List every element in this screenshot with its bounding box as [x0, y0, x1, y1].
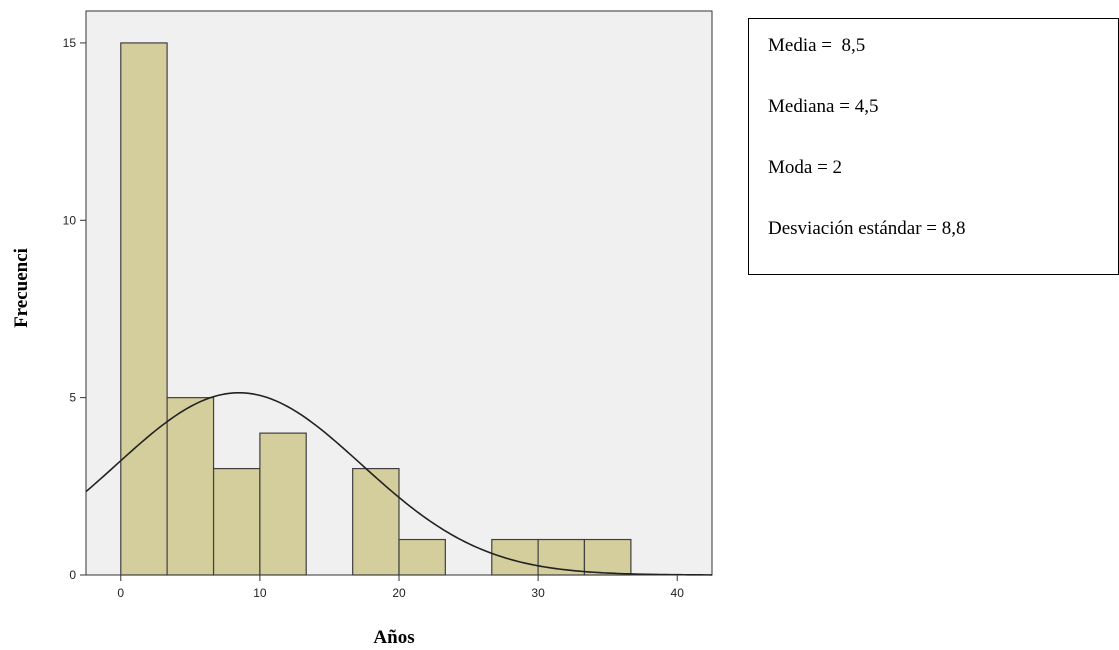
y-tick-label: 15 — [63, 36, 77, 50]
x-tick-label: 20 — [392, 586, 406, 600]
x-tick-label: 30 — [531, 586, 545, 600]
histogram-bar — [120, 42, 168, 576]
stat-median: Mediana = 4,5 — [768, 96, 879, 117]
x-tick-label: 10 — [253, 586, 267, 600]
axes-layer: 0 10 20 30 40 0 5 10 15 — [63, 36, 685, 600]
x-tick-label: 40 — [671, 586, 685, 600]
normal-curve — [85, 391, 713, 576]
stat-std-dev: Desviación estándar = 8,8 — [768, 218, 966, 239]
histogram-bar — [212, 467, 261, 576]
y-tick-label: 0 — [69, 568, 76, 582]
histogram-bar — [491, 538, 539, 576]
histogram-bar — [352, 467, 400, 576]
y-tick-label: 10 — [63, 213, 77, 227]
histogram-bar — [166, 397, 215, 576]
x-axis-title: Años — [373, 627, 414, 648]
bars-layer — [120, 42, 632, 576]
y-tick-label: 5 — [69, 391, 76, 405]
histogram-bar — [259, 432, 307, 576]
y-axis-title: Frecuenci — [11, 248, 32, 328]
stat-mean: Media = 8,5 — [768, 35, 866, 56]
histogram-bar — [583, 538, 632, 576]
histogram-bar — [398, 538, 446, 576]
x-tick-label: 0 — [117, 586, 124, 600]
stat-mode: Moda = 2 — [768, 157, 843, 178]
statistics-box: Media = 8,5 Mediana = 4,5 Moda = 2 Desvi… — [748, 18, 1119, 275]
